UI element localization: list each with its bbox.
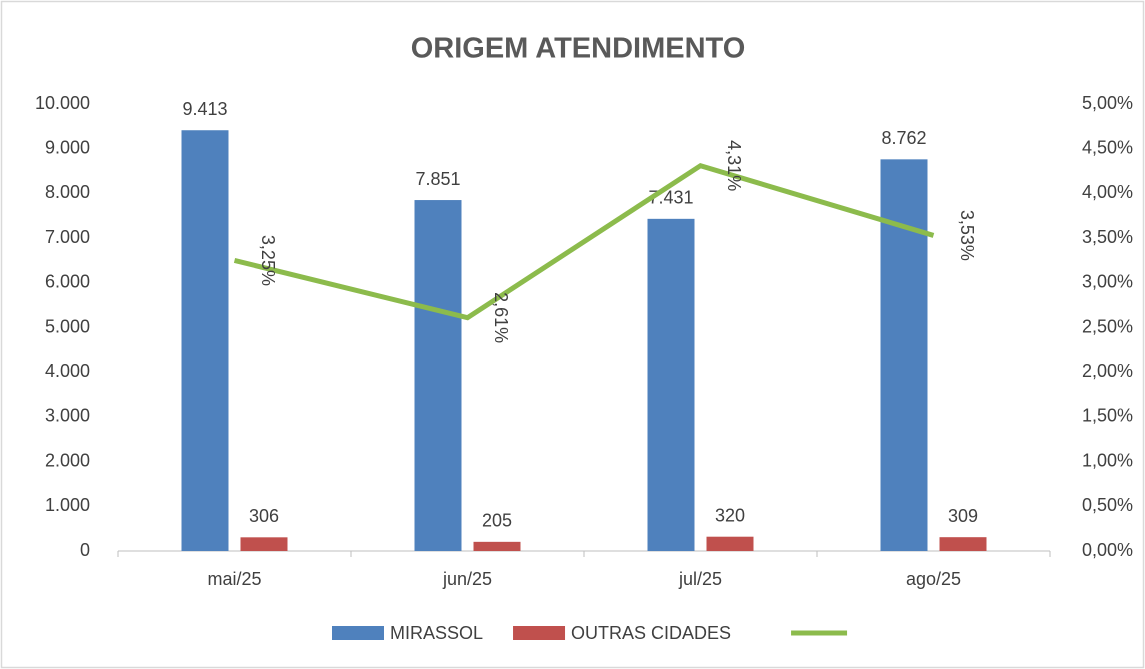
y2-tick-label: 2,00% bbox=[1082, 361, 1133, 381]
y-tick-label: 1.000 bbox=[45, 495, 90, 515]
legend-swatch bbox=[513, 626, 566, 640]
y2-tick-label: 1,50% bbox=[1082, 406, 1133, 426]
y-tick-label: 7.000 bbox=[45, 227, 90, 247]
y-tick-label: 8.000 bbox=[45, 182, 90, 202]
y-tick-label: 0 bbox=[80, 540, 90, 560]
legend-swatch bbox=[332, 626, 384, 640]
y-tick-label: 10.000 bbox=[35, 93, 90, 113]
legend-label: MIRASSOL bbox=[390, 623, 483, 643]
line-series bbox=[233, 162, 935, 321]
bar bbox=[939, 537, 987, 551]
data-label: 8.762 bbox=[881, 128, 926, 148]
y2-tick-label: 0,00% bbox=[1082, 540, 1133, 560]
y-tick-label: 6.000 bbox=[45, 272, 90, 292]
y-tick-label: 3.000 bbox=[45, 406, 90, 426]
y-tick-label: 2.000 bbox=[45, 450, 90, 470]
data-label: 309 bbox=[948, 506, 978, 526]
data-label: 3,25% bbox=[258, 235, 278, 286]
y2-tick-label: 3,50% bbox=[1082, 227, 1133, 247]
bar bbox=[414, 200, 462, 551]
data-label: 320 bbox=[715, 505, 745, 525]
data-label: 205 bbox=[482, 511, 512, 531]
x-tick-label: ago/25 bbox=[906, 569, 961, 589]
y-tick-label: 5.000 bbox=[45, 316, 90, 336]
bar bbox=[706, 536, 754, 551]
data-label: 9.413 bbox=[182, 99, 227, 119]
y2-tick-label: 3,00% bbox=[1082, 272, 1133, 292]
y2-tick-label: 4,50% bbox=[1082, 137, 1133, 157]
y-tick-label: 4.000 bbox=[45, 361, 90, 381]
data-label: 306 bbox=[249, 506, 279, 526]
y-tick-label: 9.000 bbox=[45, 137, 90, 157]
y2-tick-label: 0,50% bbox=[1082, 495, 1133, 515]
bar bbox=[240, 537, 288, 551]
data-label: 3,53% bbox=[957, 210, 977, 261]
legend-label: OUTRAS CIDADES bbox=[571, 623, 731, 643]
x-tick-label: jun/25 bbox=[442, 569, 492, 589]
y2-tick-label: 5,00% bbox=[1082, 93, 1133, 113]
data-label: 4,31% bbox=[724, 140, 744, 191]
x-tick-label: mai/25 bbox=[207, 569, 261, 589]
y2-tick-label: 2,50% bbox=[1082, 316, 1133, 336]
bar bbox=[181, 130, 229, 552]
chart-title: ORIGEM ATENDIMENTO bbox=[411, 33, 746, 65]
y2-tick-label: 4,00% bbox=[1082, 182, 1133, 202]
x-tick-label: jul/25 bbox=[678, 569, 722, 589]
y2-tick-label: 1,00% bbox=[1082, 450, 1133, 470]
data-label: 7.851 bbox=[415, 169, 460, 189]
data-label: 2,61% bbox=[491, 292, 511, 343]
bar bbox=[473, 541, 521, 551]
bar bbox=[647, 218, 695, 552]
bar bbox=[880, 159, 928, 551]
